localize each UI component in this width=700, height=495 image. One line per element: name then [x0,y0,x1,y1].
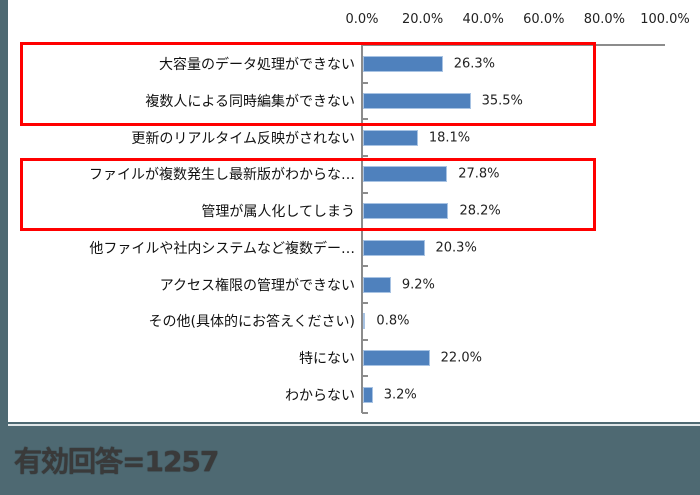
category-label: わからない [285,387,355,404]
x-axis-line [362,44,665,46]
chart-panel [8,0,700,422]
value-label: 18.1% [428,130,471,146]
bar [363,349,430,366]
highlight-box [20,158,596,231]
highlight-box [20,42,596,126]
category-label: 複数人による同時編集ができない [145,94,355,111]
value-label: 27.8% [458,166,500,182]
x-tick-label: 100.0% [640,12,690,27]
y-axis-tick [362,338,368,341]
category-label: ファイルが複数発生し最新版がわからな… [89,167,355,184]
y-axis-tick [362,301,368,304]
category-label: その他(具体的にお答えください) [148,314,355,331]
y-axis-tick [362,375,368,378]
bar [363,239,425,256]
category-label: 管理が属人化してしまう [201,204,355,221]
bar [363,203,449,220]
y-axis-tick [362,412,368,414]
bar [363,129,418,146]
value-label: 0.8% [376,313,410,329]
bar [363,276,391,293]
value-label: 9.2% [401,277,435,293]
y-axis-tick [362,265,368,268]
category-label: アクセス権限の管理ができない [159,277,355,294]
bar [363,56,443,73]
valid-responses-label: 有効回答=1257 [14,445,219,478]
value-label: 26.3% [453,56,495,72]
x-tick-label: 80.0% [583,12,626,27]
x-tick-label: 60.0% [523,12,565,27]
value-label: 3.2% [383,387,417,403]
bar [363,166,448,183]
value-label: 28.2% [459,203,501,219]
bar [363,93,471,110]
y-axis-tick [362,81,368,84]
x-tick-label: 0.0% [345,12,379,27]
category-label: 更新のリアルタイム反映がされない [131,130,355,147]
y-axis-tick [362,191,368,194]
value-label: 20.3% [435,240,477,256]
category-label: 大容量のデータ処理ができない [159,57,355,74]
x-tick-label: 40.0% [462,12,504,27]
category-label: 他ファイルや社内システムなど複数デー… [89,240,355,257]
category-label: 特にない [299,350,355,367]
value-label: 22.0% [440,350,482,366]
bar [363,313,366,330]
panel-separator [8,424,700,426]
y-axis-tick [362,118,368,121]
x-tick-label: 20.0% [401,12,444,27]
bar [363,386,373,403]
value-label: 35.5% [481,93,523,109]
y-axis-tick [362,155,368,158]
